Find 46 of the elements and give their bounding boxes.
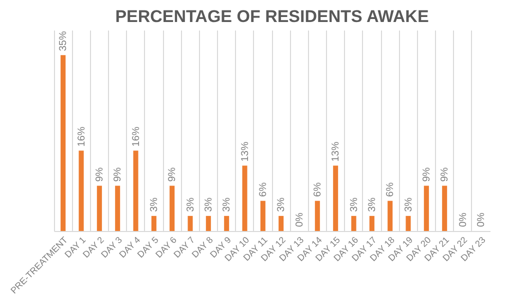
data-label: 0% (294, 212, 306, 227)
bar (133, 150, 138, 231)
bar (442, 186, 448, 231)
bar (151, 216, 156, 231)
bar (424, 186, 429, 231)
data-label: 6% (258, 182, 269, 197)
bar (60, 55, 66, 231)
data-label: 3% (148, 197, 160, 212)
data-label: 3% (185, 197, 196, 212)
data-label: 3% (403, 197, 414, 212)
data-label: 0% (476, 212, 487, 227)
bar (115, 186, 120, 231)
bar (278, 216, 284, 231)
data-label: 6% (385, 182, 396, 197)
data-label: 9% (112, 167, 124, 182)
data-label: 3% (222, 197, 233, 212)
data-label: 6% (312, 182, 324, 197)
bar (188, 216, 193, 231)
data-label: 13% (330, 142, 342, 162)
data-label: 3% (348, 197, 360, 212)
bar (333, 166, 338, 231)
chart-title: PERCENTAGE OF RESIDENTS AWAKE (115, 7, 429, 26)
data-label: 16% (76, 126, 88, 147)
bar (170, 186, 175, 231)
data-label: 13% (240, 142, 251, 162)
bar (369, 216, 374, 231)
bar (206, 216, 211, 231)
data-label: 3% (366, 197, 378, 212)
bar (406, 216, 411, 231)
data-label: 9% (421, 167, 432, 182)
bar (242, 166, 248, 231)
bar (351, 216, 356, 231)
bar (224, 216, 230, 231)
data-label: 9% (440, 167, 451, 182)
bar (260, 200, 266, 231)
data-label: 35% (58, 31, 70, 52)
data-label: 0% (458, 212, 469, 227)
data-label: 9% (94, 167, 106, 182)
bar (96, 186, 102, 231)
bar (314, 200, 320, 231)
bar (78, 150, 84, 231)
data-label: 9% (167, 167, 178, 182)
data-label: 3% (203, 197, 214, 212)
data-label: 3% (276, 197, 288, 212)
bar (388, 200, 393, 231)
data-label: 16% (130, 126, 142, 147)
